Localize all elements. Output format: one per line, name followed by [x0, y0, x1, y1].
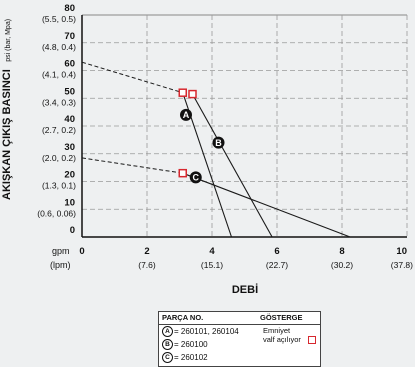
relief-marker-b [188, 89, 197, 99]
y-tick-sub-label-30: (2.0, 0.2) [42, 153, 76, 163]
series-c-solid-line [182, 172, 351, 238]
relief-markers [178, 88, 197, 178]
y-tick-sub-label-60: (4.1, 0.4) [42, 70, 76, 80]
relief-marker-c [178, 168, 187, 178]
series-b-badge-letter: B [215, 138, 222, 148]
legend-letter-a: A [162, 326, 173, 337]
y-axis-unit: psi (bar, Mpa) [5, 19, 12, 62]
legend-row-a: A = 260101, 260104 [162, 326, 239, 337]
legend-header-indicator: GÖSTERGE [260, 313, 303, 322]
legend-letter-c: C [162, 352, 173, 363]
x-unit-secondary: (lpm) [50, 260, 71, 270]
legend-header-part: PARÇA NO. [162, 313, 204, 322]
y-tick-sub-label-10: (0.6, 0.06) [37, 208, 76, 218]
relief-marker-a [178, 88, 187, 97]
x-tick-label-10: 10 [396, 246, 407, 257]
legend-row-b: B = 260100 [162, 339, 208, 350]
grid-lines [82, 14, 408, 237]
x-tick-label-8: 8 [339, 246, 344, 257]
x-tick-label-0: 0 [79, 246, 84, 257]
y-tick-label-70: 70 [64, 31, 75, 42]
legend-table: PARÇA NO. GÖSTERGE A = 260101, 260104 B … [158, 311, 321, 367]
series-b-solid-line [192, 93, 273, 238]
series-a-badge [180, 108, 192, 121]
x-tick-label-6: 6 [274, 246, 279, 257]
y-axis-title: AKIŞKAN ÇIKIŞ BASINCI [1, 69, 13, 200]
y-tick-label-0: 0 [70, 225, 75, 236]
x-tick-sub-label-10: (37.8) [391, 260, 413, 270]
legend-note-line1: Emniyet [263, 326, 291, 335]
series-c-badge [189, 171, 202, 184]
axes [81, 15, 407, 238]
y-axis-title-group: AKIŞKAN ÇIKIŞ BASINCI psi (bar, Mpa) [0, 19, 14, 200]
svg-text:AKIŞKAN ÇIKIŞ BASINCI ps: AKIŞKAN ÇIKIŞ BASINCI psi (bar, Mpa) [0, 19, 14, 200]
y-tick-sub-label-50: (3.4, 0.3) [42, 97, 76, 107]
y-tick-sub-label-40: (2.7, 0.2) [42, 125, 76, 135]
x-tick-sub-label-8: (30.2) [331, 260, 353, 270]
y-tick-label-60: 60 [64, 59, 75, 70]
y-tick-label-30: 30 [64, 142, 75, 153]
x-tick-sub-label-2: (7.6) [138, 260, 156, 270]
legend-header: PARÇA NO. GÖSTERGE [159, 312, 320, 325]
series-c-badge-letter: C [193, 173, 200, 183]
y-tick-label-40: 40 [64, 114, 75, 125]
series-labels: A B C [180, 108, 225, 184]
y-tick-sub-label-80: (5.5, 0.5) [42, 14, 76, 24]
legend-note-line2: valf açılıyor [263, 335, 301, 344]
legend-note: Emniyet valf açılıyor [263, 326, 301, 344]
x-tick-label-4: 4 [209, 246, 215, 257]
x-tick-label-2: 2 [144, 246, 149, 257]
pressure-flow-chart: 010(0.6, 0.06)20(1.3, 0.1)30(2.0, 0.2)40… [0, 3, 413, 296]
x-axis-title: DEBİ [232, 283, 258, 296]
y-tick-label-10: 10 [64, 197, 75, 208]
x-tick-labels: 0 2 (7.6) 4 (15.1) 6 (22.7) 8 (30.2) 10 (37.8) [79, 246, 413, 270]
legend-part-a: = 260101, 260104 [174, 327, 239, 336]
series-a-badge-letter: A [183, 110, 190, 120]
series-c-dashed-line [81, 157, 183, 174]
y-tick-sub-label-70: (4.8, 0.4) [42, 42, 76, 52]
y-tick-label-80: 80 [64, 3, 75, 14]
x-unit-primary: gpm [52, 246, 70, 256]
series-a-dashed-line [81, 61, 183, 94]
legend-part-b: = 260100 [174, 340, 208, 349]
x-tick-sub-label-4: (15.1) [201, 260, 223, 270]
x-tick-sub-label-6: (22.7) [266, 260, 288, 270]
y-tick-labels: 0 10(0.6, 0.06) 20(1.3, 0.1) 30(2.0, 0.2) 40… [37, 3, 76, 236]
legend-letter-b: B [162, 339, 173, 350]
y-tick-sub-label-20: (1.3, 0.1) [42, 181, 76, 191]
legend-relief-marker-icon [308, 336, 316, 344]
series-b-badge [212, 136, 225, 149]
legend-part-c: = 260102 [174, 353, 208, 362]
y-tick-label-50: 50 [64, 86, 75, 97]
y-tick-label-20: 20 [64, 170, 75, 181]
legend-row-c: C = 260102 [162, 352, 208, 363]
